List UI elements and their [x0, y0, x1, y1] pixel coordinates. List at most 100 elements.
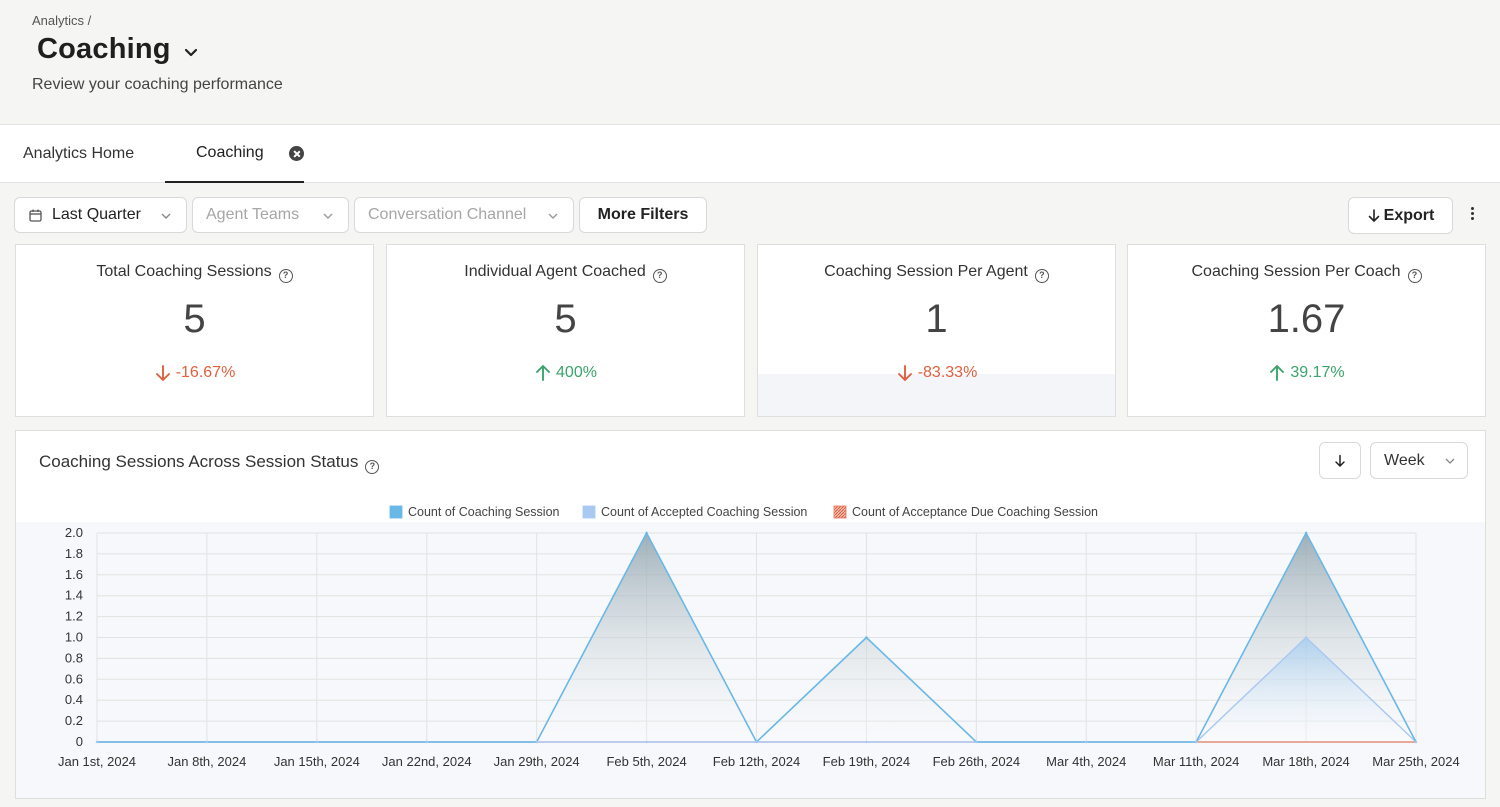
metric-delta: -16.67%: [16, 364, 373, 382]
data-point: [865, 740, 868, 744]
metric-delta: -83.33%: [758, 364, 1115, 382]
y-tick-label: 0.2: [65, 713, 83, 728]
arrow-up-icon: [1270, 365, 1285, 381]
metric-label: Coaching Session Per Coach: [1191, 263, 1401, 280]
data-point: [645, 531, 648, 535]
conversation-channel-select[interactable]: Conversation Channel: [354, 197, 574, 233]
y-tick-label: 1.8: [65, 546, 83, 561]
x-tick-label: Mar 4th, 2024: [1046, 754, 1126, 769]
page-header: Analytics / Coaching Review your coachin…: [0, 0, 1500, 125]
agent-teams-select[interactable]: Agent Teams: [192, 197, 349, 233]
metric-label: Total Coaching Sessions: [96, 263, 272, 280]
x-tick-label: Jan 8th, 2024: [168, 754, 247, 769]
y-tick-label: 1.2: [65, 609, 83, 624]
arrow-down-icon: [897, 365, 912, 381]
legend-swatch: [833, 505, 847, 519]
tab-coaching[interactable]: Coaching: [165, 125, 304, 183]
y-tick-label: 0.4: [65, 692, 83, 707]
metric-card-session-per-agent: Coaching Session Per Agent? 1 -83.33%: [757, 244, 1116, 417]
data-point: [425, 740, 428, 744]
metric-delta: 400%: [387, 364, 744, 382]
y-tick-label: 1.4: [65, 588, 83, 603]
tab-bar: Analytics Home Coaching: [0, 125, 1500, 183]
y-tick-label: 0.8: [65, 650, 83, 665]
metric-value: 1: [925, 297, 948, 341]
x-tick-label: Feb 19th, 2024: [823, 754, 910, 769]
agent-teams-placeholder: Agent Teams: [206, 206, 300, 223]
legend-label: Count of Acceptance Due Coaching Session: [852, 505, 1098, 519]
chevron-down-icon[interactable]: [181, 43, 201, 63]
data-point: [205, 740, 209, 744]
data-point: [645, 740, 648, 744]
metric-card-agents-coached: Individual Agent Coached? 5 400%: [386, 244, 745, 417]
sort-button[interactable]: [1319, 442, 1361, 479]
export-button[interactable]: Export: [1348, 197, 1453, 234]
chevron-down-icon: [323, 213, 333, 219]
y-tick-label: 1.0: [65, 630, 83, 645]
legend-label: Count of Coaching Session: [408, 505, 560, 519]
legend-swatch: [582, 505, 596, 519]
period-select[interactable]: Last Quarter: [14, 197, 187, 233]
data-point: [865, 636, 868, 639]
arrow-up-icon: [536, 365, 550, 381]
metric-label: Coaching Session Per Agent: [824, 263, 1028, 280]
data-point: [1085, 740, 1088, 744]
arrow-down-icon: [1335, 454, 1345, 467]
page-title: Coaching: [37, 33, 171, 65]
y-tick-label: 2.0: [65, 525, 83, 540]
title-row[interactable]: Coaching: [37, 33, 201, 66]
x-tick-label: Jan 22nd, 2024: [382, 754, 472, 769]
breadcrumb[interactable]: Analytics /: [32, 13, 92, 28]
more-filters-button[interactable]: More Filters: [579, 197, 707, 233]
tab-label: Coaching: [196, 144, 264, 161]
tab-analytics-home[interactable]: Analytics Home: [23, 125, 134, 183]
y-tick-label: 0.6: [65, 671, 83, 686]
metric-delta-value: -83.33%: [917, 364, 978, 381]
data-point: [95, 740, 99, 744]
help-icon[interactable]: ?: [652, 269, 667, 283]
x-tick-label: Feb 12th, 2024: [713, 754, 800, 769]
x-tick-label: Jan 15th, 2024: [274, 754, 360, 769]
data-point: [535, 740, 538, 744]
tab-label: Analytics Home: [23, 145, 135, 162]
x-tick-label: Feb 26th, 2024: [933, 754, 1020, 769]
x-tick-label: Jan 1st, 2024: [58, 754, 136, 769]
conversation-channel-placeholder: Conversation Channel: [368, 206, 527, 223]
help-icon[interactable]: ?: [365, 460, 380, 474]
help-icon[interactable]: ?: [278, 269, 293, 283]
interval-select[interactable]: Week: [1370, 442, 1468, 479]
metric-value: 5: [183, 297, 206, 341]
more-options-icon[interactable]: [1466, 207, 1478, 225]
metric-value: 1.67: [1267, 297, 1346, 341]
data-point: [315, 740, 319, 744]
filter-bar: Last Quarter Agent Teams Conversation Ch…: [0, 197, 1500, 233]
data-point: [1414, 740, 1418, 744]
data-point: [1304, 531, 1308, 535]
metric-delta-value: 39.17%: [1290, 364, 1345, 381]
x-tick-label: Mar 11th, 2024: [1153, 754, 1239, 769]
interval-value: Week: [1384, 451, 1425, 469]
data-point: [1304, 636, 1308, 639]
y-tick-label: 1.6: [65, 567, 83, 582]
arrow-down-icon: [155, 365, 170, 381]
help-icon[interactable]: ?: [1034, 269, 1049, 283]
metric-delta-value: 400%: [556, 364, 597, 381]
metric-value: 5: [554, 297, 577, 341]
area-series-2: [97, 637, 1416, 742]
period-value: Last Quarter: [52, 206, 141, 223]
x-tick-label: Mar 25th, 2024: [1372, 754, 1459, 769]
y-tick-label: 0: [76, 734, 83, 749]
card-footer-shade: [758, 374, 1115, 416]
help-icon[interactable]: ?: [1407, 269, 1422, 283]
chart-title-text: Coaching Sessions Across Session Status: [39, 452, 359, 471]
metric-card-session-per-coach: Coaching Session Per Coach? 1.67 39.17%: [1127, 244, 1486, 417]
metric-card-total-sessions: Total Coaching Sessions? 5 -16.67%: [15, 244, 374, 417]
metric-delta-value: -16.67%: [175, 364, 236, 381]
arrow-down-icon: [1368, 208, 1379, 222]
export-label: Export: [1383, 206, 1435, 224]
chevron-down-icon: [548, 213, 558, 219]
session-status-chart: 0 0.2 0.4 0.6 0.8 1.0 1.2 1.4 1.6 1.8 2.0 Jan 1st, …: [16, 505, 1485, 798]
chart-panel: 0 0.2 0.4 0.6 0.8 1.0 1.2 1.4 1.6 1.8 2.0 Jan 1st, …: [15, 430, 1486, 799]
data-point: [975, 740, 978, 744]
close-icon[interactable]: [289, 146, 304, 161]
